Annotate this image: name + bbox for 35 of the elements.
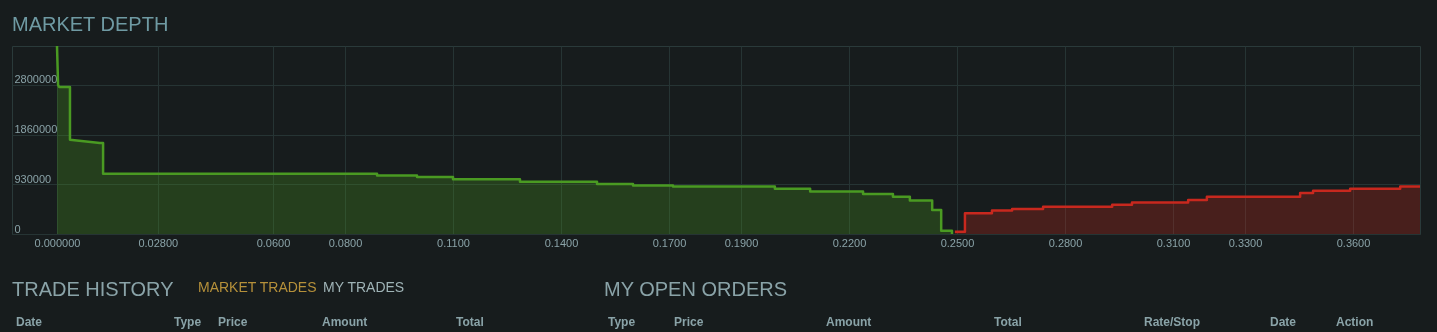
- x-tick-label: 0.02800: [138, 236, 179, 249]
- x-tick-label: 0.0800: [328, 236, 363, 249]
- text: Amount: [826, 315, 872, 329]
- text: Date: [16, 315, 43, 329]
- text: MY TRADES: [323, 279, 405, 295]
- text: MARKET TRADES: [198, 279, 317, 295]
- y-tick-label: 2800000: [14, 73, 58, 86]
- text: Price: [218, 315, 248, 329]
- text: Action: [1336, 315, 1374, 329]
- chart-title: MARKET DEPTH: [12, 12, 169, 35]
- x-tick-label: 0.1900: [724, 236, 759, 249]
- x-tick-label: 0.1100: [437, 236, 470, 249]
- text: Price: [674, 315, 704, 329]
- x-tick-label: 0.000000: [34, 236, 81, 249]
- x-tick-label: 0.2500: [940, 236, 975, 249]
- text: Amount: [322, 315, 368, 329]
- x-tick-label: 0.3300: [1228, 236, 1263, 249]
- y-tick-label: 1860000: [14, 123, 58, 136]
- text: Rate/Stop: [1144, 315, 1201, 329]
- x-tick-label: 0.2800: [1048, 236, 1083, 249]
- y-tick-label: 930000: [14, 172, 52, 185]
- x-tick-label: 0.0600: [256, 236, 291, 249]
- text: Total: [994, 315, 1022, 329]
- text: Type: [174, 315, 202, 329]
- x-tick-label: 0.3600: [1336, 236, 1371, 249]
- x-tick-label: 0.2200: [832, 236, 867, 249]
- y-tick-label: 0: [14, 222, 21, 235]
- text: Total: [456, 315, 484, 329]
- text: Date: [1270, 315, 1297, 329]
- text: TRADE HISTORY: [12, 278, 174, 300]
- text: MY OPEN ORDERS: [604, 278, 787, 300]
- x-tick-label: 0.3100: [1156, 236, 1191, 249]
- text: Type: [608, 315, 636, 329]
- x-tick-label: 0.1700: [652, 236, 687, 249]
- x-tick-label: 0.1400: [544, 236, 579, 249]
